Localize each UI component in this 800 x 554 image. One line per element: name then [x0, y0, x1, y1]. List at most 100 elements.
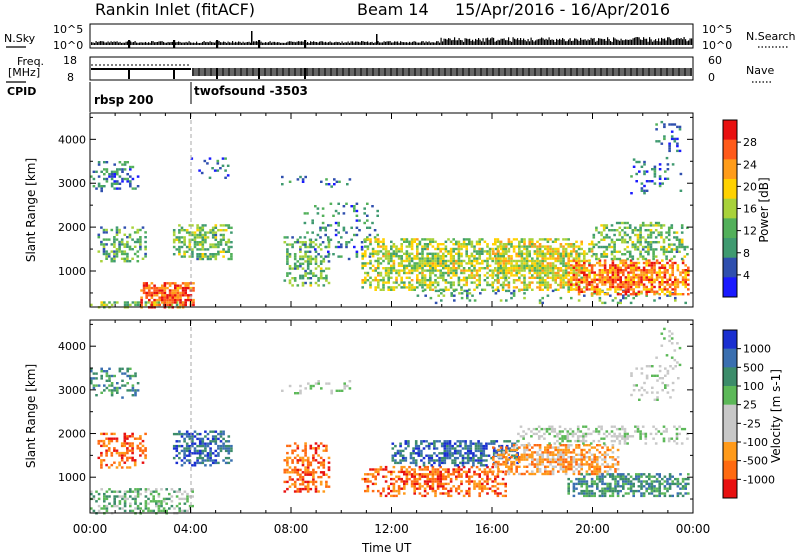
nsky-bar [196, 41, 198, 45]
heatmap-cell [431, 480, 435, 483]
heatmap-cell [355, 255, 359, 258]
heatmap-cell [374, 288, 377, 291]
heatmap-cell [613, 255, 616, 258]
freq-sample [523, 68, 524, 76]
heatmap-cell [337, 212, 340, 215]
heatmap-cell [673, 236, 676, 239]
nsky-bar [283, 42, 285, 45]
heatmap-cell [314, 480, 318, 484]
heatmap-cell [564, 255, 568, 258]
heatmap-cell [434, 259, 437, 263]
heatmap-cell [230, 255, 233, 258]
heatmap-cell [131, 389, 135, 392]
heatmap-cell [172, 444, 176, 448]
nsky-bar [397, 41, 399, 45]
heatmap-cell [431, 269, 435, 272]
heatmap-cell [314, 238, 318, 241]
heatmap-cell [444, 482, 448, 486]
heatmap-cell [410, 240, 414, 243]
heatmap-cell [180, 449, 184, 453]
heatmap-cell [437, 289, 440, 293]
heatmap-cell [528, 250, 531, 253]
heatmap-cell [410, 286, 414, 289]
heatmap-cell [559, 255, 563, 258]
heatmap-cell [193, 236, 197, 239]
heatmap-cell [423, 276, 427, 279]
heatmap-cell [368, 255, 372, 258]
heatmap-cell [629, 278, 633, 281]
heatmap-cell [301, 267, 305, 270]
heatmap-cell [418, 473, 422, 476]
heatmap-cell [494, 247, 498, 251]
heatmap-cell [642, 271, 646, 274]
heatmap-cell [334, 245, 338, 249]
heatmap-cell [475, 271, 479, 275]
heatmap-cell [442, 267, 445, 270]
heatmap-cell [640, 273, 643, 277]
heatmap-cell [624, 266, 628, 269]
heatmap-cell [371, 468, 375, 471]
heatmap-cell [105, 490, 109, 493]
nsky-bar [349, 42, 351, 45]
freq-sample [220, 68, 222, 76]
heatmap-cell [299, 248, 302, 251]
nsky-bar [664, 38, 666, 45]
heatmap-cell [643, 172, 646, 176]
heatmap-cell [577, 271, 581, 274]
freq-sample [561, 68, 563, 76]
freq-sample [602, 68, 604, 76]
heatmap-cell [286, 243, 289, 246]
heatmap-cell [512, 250, 516, 253]
heatmap-cell [113, 301, 116, 304]
heatmap-cell [611, 261, 615, 265]
nsky-bar [145, 41, 147, 45]
heatmap-cell [355, 219, 359, 222]
freq-sample [632, 68, 634, 76]
heatmap-cell [460, 482, 463, 486]
heatmap-cell [421, 485, 424, 488]
heatmap-cell [301, 180, 305, 183]
freq-spike [216, 68, 218, 79]
freq-sample [385, 68, 386, 76]
heatmap-cell [131, 444, 134, 448]
heatmap-cell [110, 439, 114, 443]
nsky-bar [262, 42, 264, 45]
heatmap-cell [129, 165, 132, 169]
freq-sample [579, 68, 581, 76]
heatmap-cell [283, 480, 287, 484]
heatmap-cell [457, 259, 461, 263]
nsky-bar [245, 42, 247, 45]
heatmap-cell [665, 250, 668, 253]
heatmap-cell [129, 389, 132, 392]
heatmap-cell [301, 475, 305, 479]
freq-sample [528, 68, 529, 76]
heatmap-cell [605, 245, 609, 249]
heatmap-cell [580, 281, 583, 284]
heatmap-cell [216, 159, 220, 163]
heatmap-cell [416, 274, 419, 277]
heatmap-cell [492, 243, 495, 246]
heatmap-cell [291, 483, 294, 486]
heatmap-cell [538, 243, 542, 246]
y-tick-label: 2000 [58, 221, 86, 234]
heatmap-cell [126, 303, 129, 307]
heatmap-cell [595, 253, 598, 256]
heatmap-cell [538, 267, 542, 270]
heatmap-cell [544, 245, 547, 248]
freq-sample [298, 68, 300, 76]
heatmap-cell [416, 264, 419, 267]
heatmap-cell [494, 267, 497, 270]
nsky-bar [631, 39, 633, 45]
heatmap-cell [570, 278, 573, 281]
heatmap-cell [492, 252, 495, 255]
heatmap-cell [126, 260, 129, 263]
heatmap-cell [185, 250, 189, 253]
heatmap-cell [475, 279, 479, 282]
heatmap-cell [291, 449, 294, 452]
heatmap-cell [551, 276, 555, 279]
heatmap-cell [92, 497, 96, 501]
heatmap-cell [319, 277, 323, 280]
heatmap-cell [648, 269, 651, 272]
heatmap-cell [622, 259, 625, 262]
heatmap-cell [647, 248, 650, 251]
